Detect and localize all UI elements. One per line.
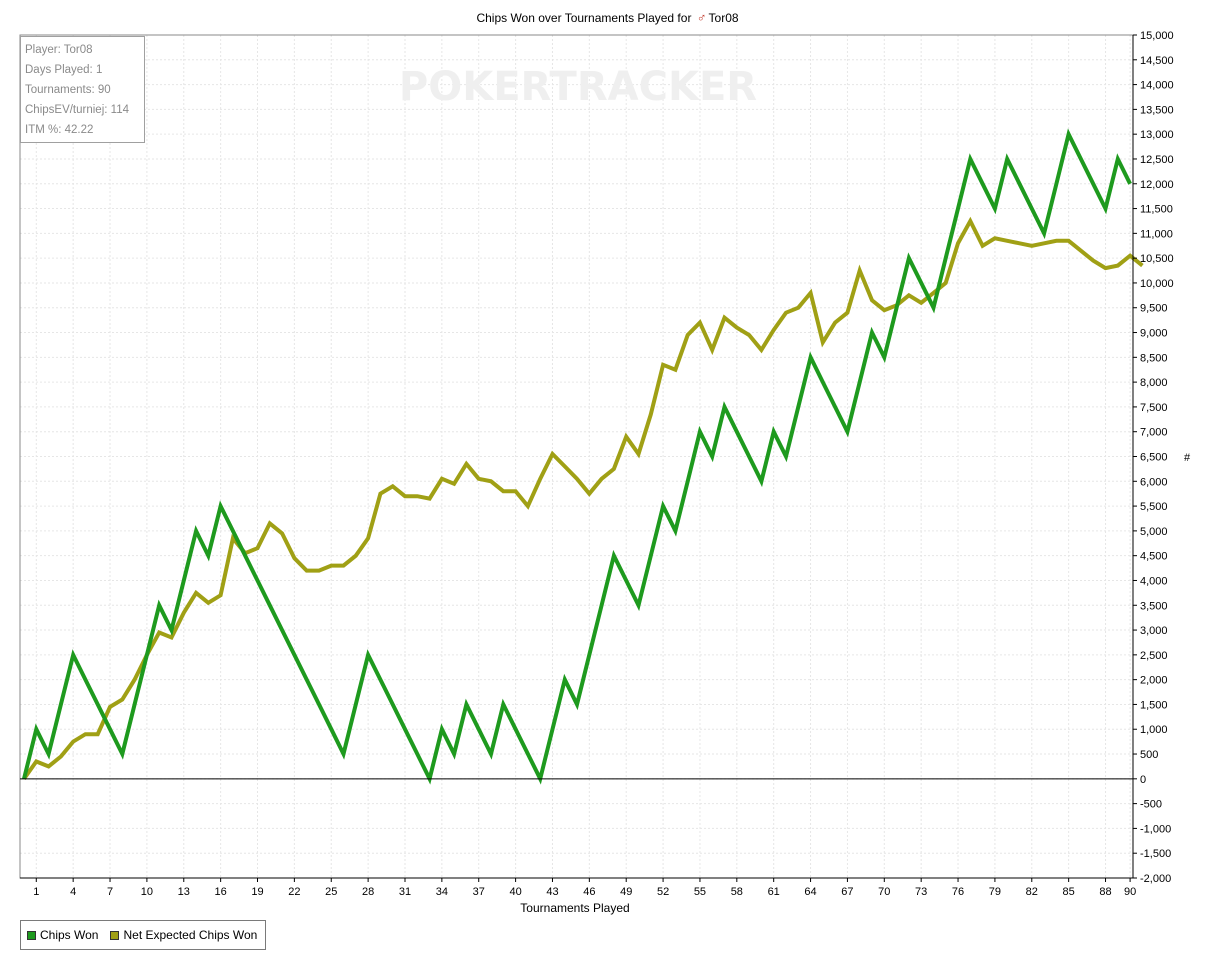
y-tick-label: 10,500: [1140, 253, 1174, 265]
x-tick-label: 52: [657, 886, 669, 898]
y-tick-label: 10,000: [1140, 278, 1174, 290]
legend-swatch-chips-won: [27, 930, 36, 940]
x-tick-label: 85: [1063, 886, 1075, 898]
x-tick-label: 67: [841, 886, 853, 898]
x-tick-label: 58: [731, 886, 743, 898]
y-tick-label: 4,000: [1140, 575, 1168, 587]
x-tick-label: 13: [178, 886, 190, 898]
x-tick-label: 25: [325, 886, 337, 898]
x-tick-label: 4: [70, 886, 76, 898]
series-lines: [22, 128, 1144, 785]
y-tick-label: 15,000: [1140, 30, 1174, 42]
y-tick-label: 9,000: [1140, 328, 1168, 340]
chart-title: Chips Won over Tournaments Played for ♂ T…: [0, 10, 1215, 25]
y-tick-label: 8,000: [1140, 377, 1168, 389]
y-tick-label: 13,000: [1140, 129, 1174, 141]
stat-itm: ITM %: 42.22: [25, 124, 94, 136]
x-tick-label: 90: [1124, 886, 1136, 898]
y-tick-label: 13,500: [1140, 104, 1174, 116]
legend-item-chips-won[interactable]: Chips Won: [27, 928, 98, 942]
stat-days-played: Days Played: 1: [25, 64, 103, 76]
x-tick-label: 55: [694, 886, 706, 898]
x-tick-label: 82: [1026, 886, 1038, 898]
y-tick-label: 12,000: [1140, 179, 1174, 191]
legend-item-net-expected-chips-won[interactable]: Net Expected Chips Won: [110, 928, 257, 942]
x-tick-label: 22: [288, 886, 300, 898]
y-tick-label: 500: [1140, 749, 1158, 761]
grid-lines: [20, 34, 1133, 879]
y-tick-label: 11,500: [1140, 204, 1173, 216]
x-tick-label: 16: [215, 886, 227, 898]
legend-swatch-net-expected: [110, 930, 120, 940]
x-tick-label: 88: [1099, 886, 1111, 898]
x-tick-label: 28: [362, 886, 374, 898]
x-tick-label: 19: [251, 886, 263, 898]
x-tick-label: 40: [509, 886, 521, 898]
chart-player-name: Tor08: [708, 11, 739, 25]
y-tick-label: 3,500: [1140, 600, 1168, 612]
player-stats-box: Player: Tor08 Days Played: 1 Tournaments…: [20, 36, 145, 143]
stat-tournaments: Tournaments: 90: [25, 84, 111, 96]
y-tick-label: 8,500: [1140, 352, 1168, 364]
stat-chipsev: ChipsEV/turniej: 114: [25, 104, 129, 116]
x-tick-label: 73: [915, 886, 927, 898]
x-tick-label: 1: [33, 886, 39, 898]
x-tick-label: 79: [989, 886, 1001, 898]
legend: Chips Won Net Expected Chips Won: [20, 920, 267, 950]
y-tick-label: 9,500: [1140, 303, 1168, 315]
x-tick-label: 46: [583, 886, 595, 898]
y-tick-label: 3,000: [1140, 625, 1168, 637]
y-tick-label: -500: [1140, 799, 1162, 811]
x-tick-label: 70: [878, 886, 890, 898]
y-tick-label: 14,000: [1140, 80, 1174, 92]
x-axis-label: Tournaments Played: [520, 901, 630, 915]
y-tick-label: 2,500: [1140, 650, 1168, 662]
x-tick-label: 43: [546, 886, 558, 898]
chart-title-text: Chips Won over Tournaments Played for: [476, 11, 692, 25]
y-tick-label: -1,000: [1140, 823, 1171, 835]
y-tick-label: 6,000: [1140, 476, 1168, 488]
x-tick-label: 10: [141, 886, 153, 898]
y-tick-label: 5,500: [1140, 501, 1168, 513]
watermark-text: POKERTRACKER: [399, 64, 757, 110]
x-tick-label: 31: [399, 886, 411, 898]
x-tick-label: 49: [620, 886, 632, 898]
x-tick-label: 76: [952, 886, 964, 898]
x-tick-label: 61: [768, 886, 780, 898]
y-tick-label: -1,500: [1140, 848, 1171, 860]
y-axis: -2,000 -1,500 -1,000 -500 0 500 1,000 1,500 2,00…: [1132, 30, 1174, 885]
y-tick-label: 12,500: [1140, 154, 1174, 166]
player-gender-icon: ♂: [696, 10, 707, 25]
y-axis-label: #: [1184, 452, 1191, 464]
y-tick-label: 6,500: [1140, 452, 1168, 464]
y-tick-label: 14,500: [1140, 55, 1174, 67]
series-line-net-expected-chips-won: [22, 216, 1144, 780]
y-tick-label: 11,000: [1140, 228, 1173, 240]
legend-label-net-expected: Net Expected Chips Won: [123, 928, 258, 942]
x-tick-label: 37: [473, 886, 485, 898]
series-line-chips-won: [22, 128, 1132, 785]
y-tick-label: 4,500: [1140, 551, 1168, 563]
y-tick-label: 5,000: [1140, 526, 1168, 538]
y-tick-label: 7,500: [1140, 402, 1168, 414]
y-tick-label: 1,000: [1140, 724, 1168, 736]
legend-label-chips-won: Chips Won: [40, 928, 99, 942]
y-tick-label: 7,000: [1140, 427, 1168, 439]
stat-player: Player: Tor08: [25, 44, 93, 56]
x-tick-label: 7: [107, 886, 113, 898]
x-axis: 1 4 7 10 13 16 19 22 25 28 31 34 37 40 43 46 49 52 55 58 61 6…: [20, 877, 1136, 898]
y-tick-label: 0: [1140, 774, 1146, 786]
y-tick-label: 2,000: [1140, 675, 1168, 687]
y-tick-label: 1,500: [1140, 699, 1168, 711]
x-tick-label: 34: [436, 886, 448, 898]
y-tick-label: -2,000: [1140, 873, 1171, 885]
x-tick-label: 64: [804, 886, 816, 898]
